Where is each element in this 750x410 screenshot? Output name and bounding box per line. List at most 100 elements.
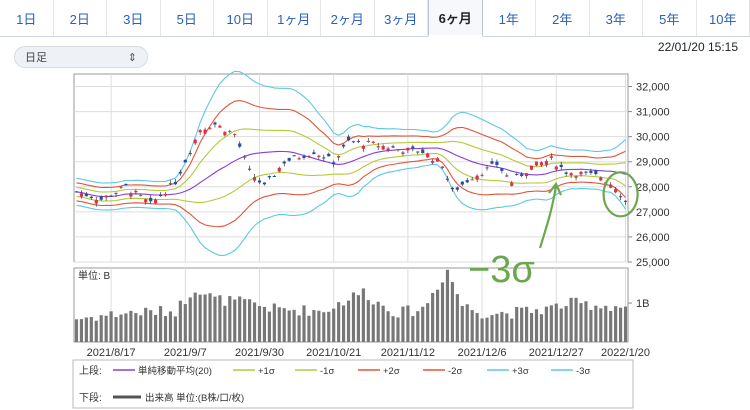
volume-bar	[104, 315, 108, 342]
candle-body	[213, 122, 217, 125]
candle-body	[356, 140, 361, 142]
date-tick-label: 2022/1/20	[601, 347, 650, 359]
volume-bar	[168, 311, 173, 342]
volume-bar	[198, 294, 202, 342]
candle-body	[529, 165, 534, 170]
volume-bar	[139, 315, 143, 342]
tab-3[interactable]: 5日	[161, 0, 214, 36]
volume-bar	[341, 305, 346, 342]
volume-bar	[94, 320, 98, 342]
volume-bar	[282, 308, 286, 342]
volume-bar	[223, 305, 227, 342]
candle-body	[262, 182, 267, 185]
candle-body	[109, 195, 113, 197]
volume-bar	[287, 310, 291, 342]
tab-12[interactable]: 5年	[643, 0, 697, 36]
volume-bar	[584, 301, 588, 342]
volume-bar	[480, 318, 484, 342]
candle-body	[614, 189, 618, 193]
candle-body	[341, 144, 346, 147]
volume-bar	[327, 311, 331, 342]
tab-9[interactable]: 1年	[483, 0, 536, 36]
candle-interval-select[interactable]: 日足 ⇕	[14, 46, 148, 68]
tab-10[interactable]: 2年	[536, 0, 590, 36]
minus-2sigma-line	[76, 158, 626, 228]
tab-6[interactable]: 2ヶ月	[321, 0, 375, 36]
tab-11[interactable]: 3年	[590, 0, 643, 36]
price-tick-label: 25,000	[636, 257, 670, 269]
candle-body	[267, 176, 271, 178]
volume-unit-label: 単位: B	[78, 269, 111, 282]
volume-bar	[119, 314, 123, 342]
volume-bar	[515, 306, 519, 342]
volume-bar	[539, 314, 544, 342]
candle-body	[589, 170, 593, 173]
volume-bar	[163, 316, 168, 342]
price-tick-label: 27,000	[636, 207, 670, 219]
volume-bar	[188, 297, 192, 342]
volume-bar	[534, 309, 539, 342]
candle-body	[292, 155, 296, 157]
volume-bar	[361, 288, 365, 342]
volume-bar	[431, 292, 435, 342]
candle-body	[445, 178, 450, 181]
tab-5[interactable]: 1ヶ月	[268, 0, 321, 36]
volume-bar	[594, 305, 598, 342]
candle-body	[297, 158, 301, 160]
candle-body	[495, 161, 499, 165]
candle-body	[163, 194, 168, 196]
legend-item-label: +1σ	[258, 366, 275, 377]
date-tick-label: 2021/9/7	[164, 347, 207, 359]
volume-bar	[465, 304, 469, 342]
candle-body	[470, 179, 474, 181]
candle-body	[520, 174, 524, 176]
date-tick-label: 2021/12/27	[529, 347, 584, 359]
candle-body	[188, 153, 192, 155]
volume-bar	[213, 296, 217, 342]
annotation-arrow-head	[548, 181, 563, 196]
tab-1[interactable]: 2日	[54, 0, 107, 36]
candle-body	[158, 194, 163, 197]
candle-body	[579, 171, 583, 175]
volume-bar	[238, 296, 242, 342]
price-tick-label: 26,000	[636, 232, 670, 244]
candle-body	[426, 153, 430, 158]
volume-bar	[371, 304, 375, 342]
volume-bar	[129, 310, 133, 342]
candle-body	[99, 196, 103, 200]
candle-interval-value: 日足	[25, 52, 47, 64]
candle-body	[302, 155, 306, 158]
volume-bar	[346, 300, 351, 342]
tab-4[interactable]: 10日	[214, 0, 268, 36]
tab-8[interactable]: 6ヶ月	[428, 0, 483, 37]
volume-bar	[614, 306, 618, 342]
candle-body	[238, 143, 242, 147]
candle-body	[371, 141, 375, 143]
volume-bar	[564, 306, 568, 342]
volume-bar	[302, 305, 306, 342]
candle-body	[94, 199, 98, 204]
legend-item-label: -3σ	[576, 366, 590, 377]
date-tick-label: 2021/9/30	[235, 347, 284, 359]
volume-bar	[366, 300, 370, 342]
volume-bar	[158, 306, 163, 342]
candle-body	[218, 125, 222, 128]
candle-body	[381, 145, 385, 150]
candle-body	[559, 164, 563, 168]
volume-bar	[262, 306, 267, 342]
tab-0[interactable]: 1日	[0, 0, 54, 36]
tab-7[interactable]: 3ヶ月	[375, 0, 428, 36]
volume-bar	[500, 311, 504, 342]
volume-bar	[411, 316, 415, 342]
price-tick-label: 30,000	[636, 132, 670, 144]
date-tick-label: 2021/8/17	[87, 347, 136, 359]
tab-2[interactable]: 3日	[107, 0, 161, 36]
volume-bar	[307, 315, 311, 342]
volume-bar	[520, 307, 524, 342]
volume-bar	[460, 305, 464, 342]
candle-body	[168, 183, 173, 185]
volume-bar	[178, 300, 182, 342]
volume-bar	[356, 295, 361, 342]
volume-bar	[144, 307, 148, 342]
candle-body	[84, 193, 88, 197]
